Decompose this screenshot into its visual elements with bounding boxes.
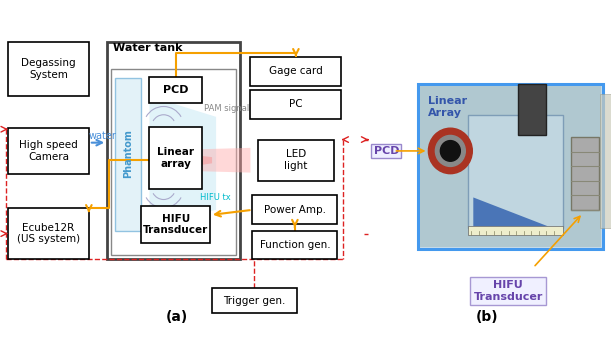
- FancyBboxPatch shape: [141, 206, 210, 243]
- FancyBboxPatch shape: [107, 42, 240, 259]
- Text: Gage card: Gage card: [269, 66, 323, 76]
- Text: water: water: [89, 130, 117, 141]
- FancyBboxPatch shape: [212, 288, 297, 313]
- FancyBboxPatch shape: [150, 127, 202, 189]
- Text: Power Amp.: Power Amp.: [264, 205, 326, 215]
- FancyBboxPatch shape: [251, 57, 342, 86]
- FancyBboxPatch shape: [419, 84, 603, 249]
- Text: Linear
array: Linear array: [157, 147, 194, 169]
- FancyBboxPatch shape: [420, 86, 601, 247]
- Text: Function gen.: Function gen.: [260, 240, 330, 250]
- FancyBboxPatch shape: [257, 140, 334, 181]
- FancyBboxPatch shape: [468, 226, 563, 235]
- FancyBboxPatch shape: [8, 208, 89, 259]
- FancyBboxPatch shape: [518, 84, 546, 135]
- Text: Ecube12R
(US system): Ecube12R (US system): [17, 223, 80, 244]
- FancyBboxPatch shape: [8, 128, 89, 174]
- Text: High speed
Camera: High speed Camera: [19, 140, 78, 162]
- Text: (a): (a): [166, 309, 188, 324]
- FancyBboxPatch shape: [252, 195, 337, 224]
- FancyBboxPatch shape: [8, 42, 89, 96]
- Text: Degassing
System: Degassing System: [21, 59, 76, 80]
- Polygon shape: [150, 96, 216, 228]
- FancyBboxPatch shape: [571, 137, 599, 210]
- Text: PCD: PCD: [163, 85, 188, 95]
- Text: HIFU tx: HIFU tx: [200, 192, 231, 202]
- Text: HIFU
Transducer: HIFU Transducer: [143, 214, 208, 235]
- Polygon shape: [177, 148, 251, 173]
- Text: Phantom: Phantom: [123, 130, 133, 179]
- Polygon shape: [474, 197, 548, 226]
- FancyBboxPatch shape: [251, 90, 342, 119]
- Text: PAM signal: PAM signal: [204, 103, 249, 113]
- Polygon shape: [177, 153, 212, 168]
- Text: Linear
Array: Linear Array: [428, 96, 467, 118]
- FancyBboxPatch shape: [252, 231, 337, 259]
- Text: (b): (b): [476, 309, 499, 324]
- Text: Water tank: Water tank: [113, 43, 183, 53]
- Circle shape: [428, 128, 472, 174]
- Circle shape: [441, 141, 460, 161]
- FancyBboxPatch shape: [111, 69, 236, 255]
- Text: LED
light: LED light: [284, 149, 307, 171]
- Text: PC: PC: [289, 99, 302, 110]
- FancyBboxPatch shape: [468, 115, 563, 228]
- Text: Trigger gen.: Trigger gen.: [223, 296, 286, 306]
- Text: PCD: PCD: [373, 146, 399, 156]
- Circle shape: [436, 135, 466, 166]
- FancyBboxPatch shape: [115, 78, 141, 231]
- FancyBboxPatch shape: [150, 76, 202, 103]
- FancyBboxPatch shape: [600, 94, 611, 228]
- Text: HIFU
Transducer: HIFU Transducer: [474, 280, 543, 302]
